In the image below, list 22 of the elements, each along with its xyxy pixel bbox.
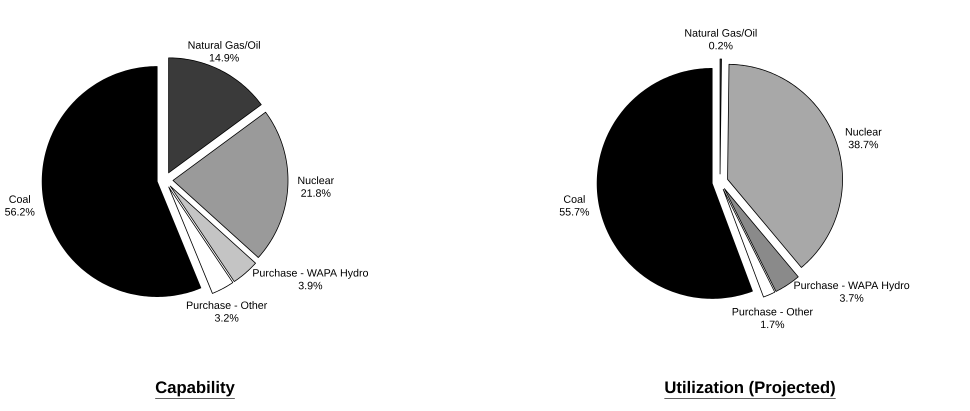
data-label: 55.7% bbox=[560, 208, 590, 216]
text: Capability bbox=[156, 380, 235, 396]
slice-label: Coal bbox=[9, 195, 30, 203]
data-label: 3.7% bbox=[840, 294, 864, 302]
slice-label: Purchase - Other bbox=[186, 301, 268, 310]
slice-label: Nuclear bbox=[846, 128, 882, 136]
slice-label: Natural Gas/Oil bbox=[188, 40, 260, 49]
slice-label: Nuclear bbox=[298, 176, 334, 184]
slice-label: Coal bbox=[564, 195, 585, 203]
slice-label: Purchase - Other bbox=[732, 308, 813, 316]
data-label: 3.9% bbox=[298, 282, 322, 290]
data-label: 56.2% bbox=[5, 208, 34, 216]
slice-label: Natural Gas/Oil bbox=[685, 28, 757, 37]
data-label: 1.7% bbox=[761, 320, 784, 328]
data-label: 3.2% bbox=[214, 314, 238, 322]
slice-label: Purchase - WAPA Hydro bbox=[253, 268, 368, 279]
data-label: 38.7% bbox=[848, 140, 878, 148]
slice-label: Purchase - WAPA Hydro bbox=[794, 281, 910, 292]
text: Utilization (Projected) bbox=[665, 380, 835, 396]
data-label: 14.9% bbox=[210, 54, 239, 62]
data-label: 21.8% bbox=[301, 189, 331, 197]
data-label: 0.2% bbox=[709, 42, 733, 50]
